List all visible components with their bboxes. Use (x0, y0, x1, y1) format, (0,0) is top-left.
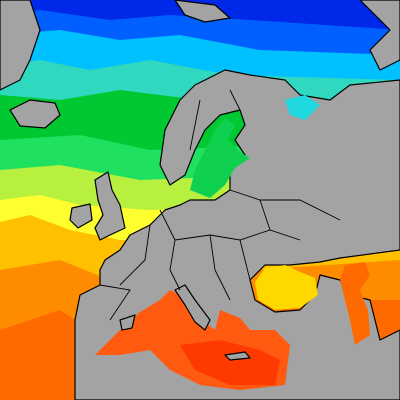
black-sea (255, 265, 318, 310)
great-britain (94, 171, 126, 241)
novaya-zemlya (359, 0, 400, 71)
baltic-sea (190, 118, 250, 198)
eastern-mediterranean (180, 340, 280, 385)
white-sea (285, 95, 320, 120)
svalbard (174, 0, 231, 23)
ireland (69, 203, 93, 229)
italy (174, 284, 211, 331)
caspian-sea (340, 262, 370, 345)
iceland (9, 99, 61, 129)
balearic-islands (119, 314, 136, 331)
crete (224, 351, 251, 361)
country-borders (99, 89, 341, 321)
greenland (0, 0, 41, 91)
